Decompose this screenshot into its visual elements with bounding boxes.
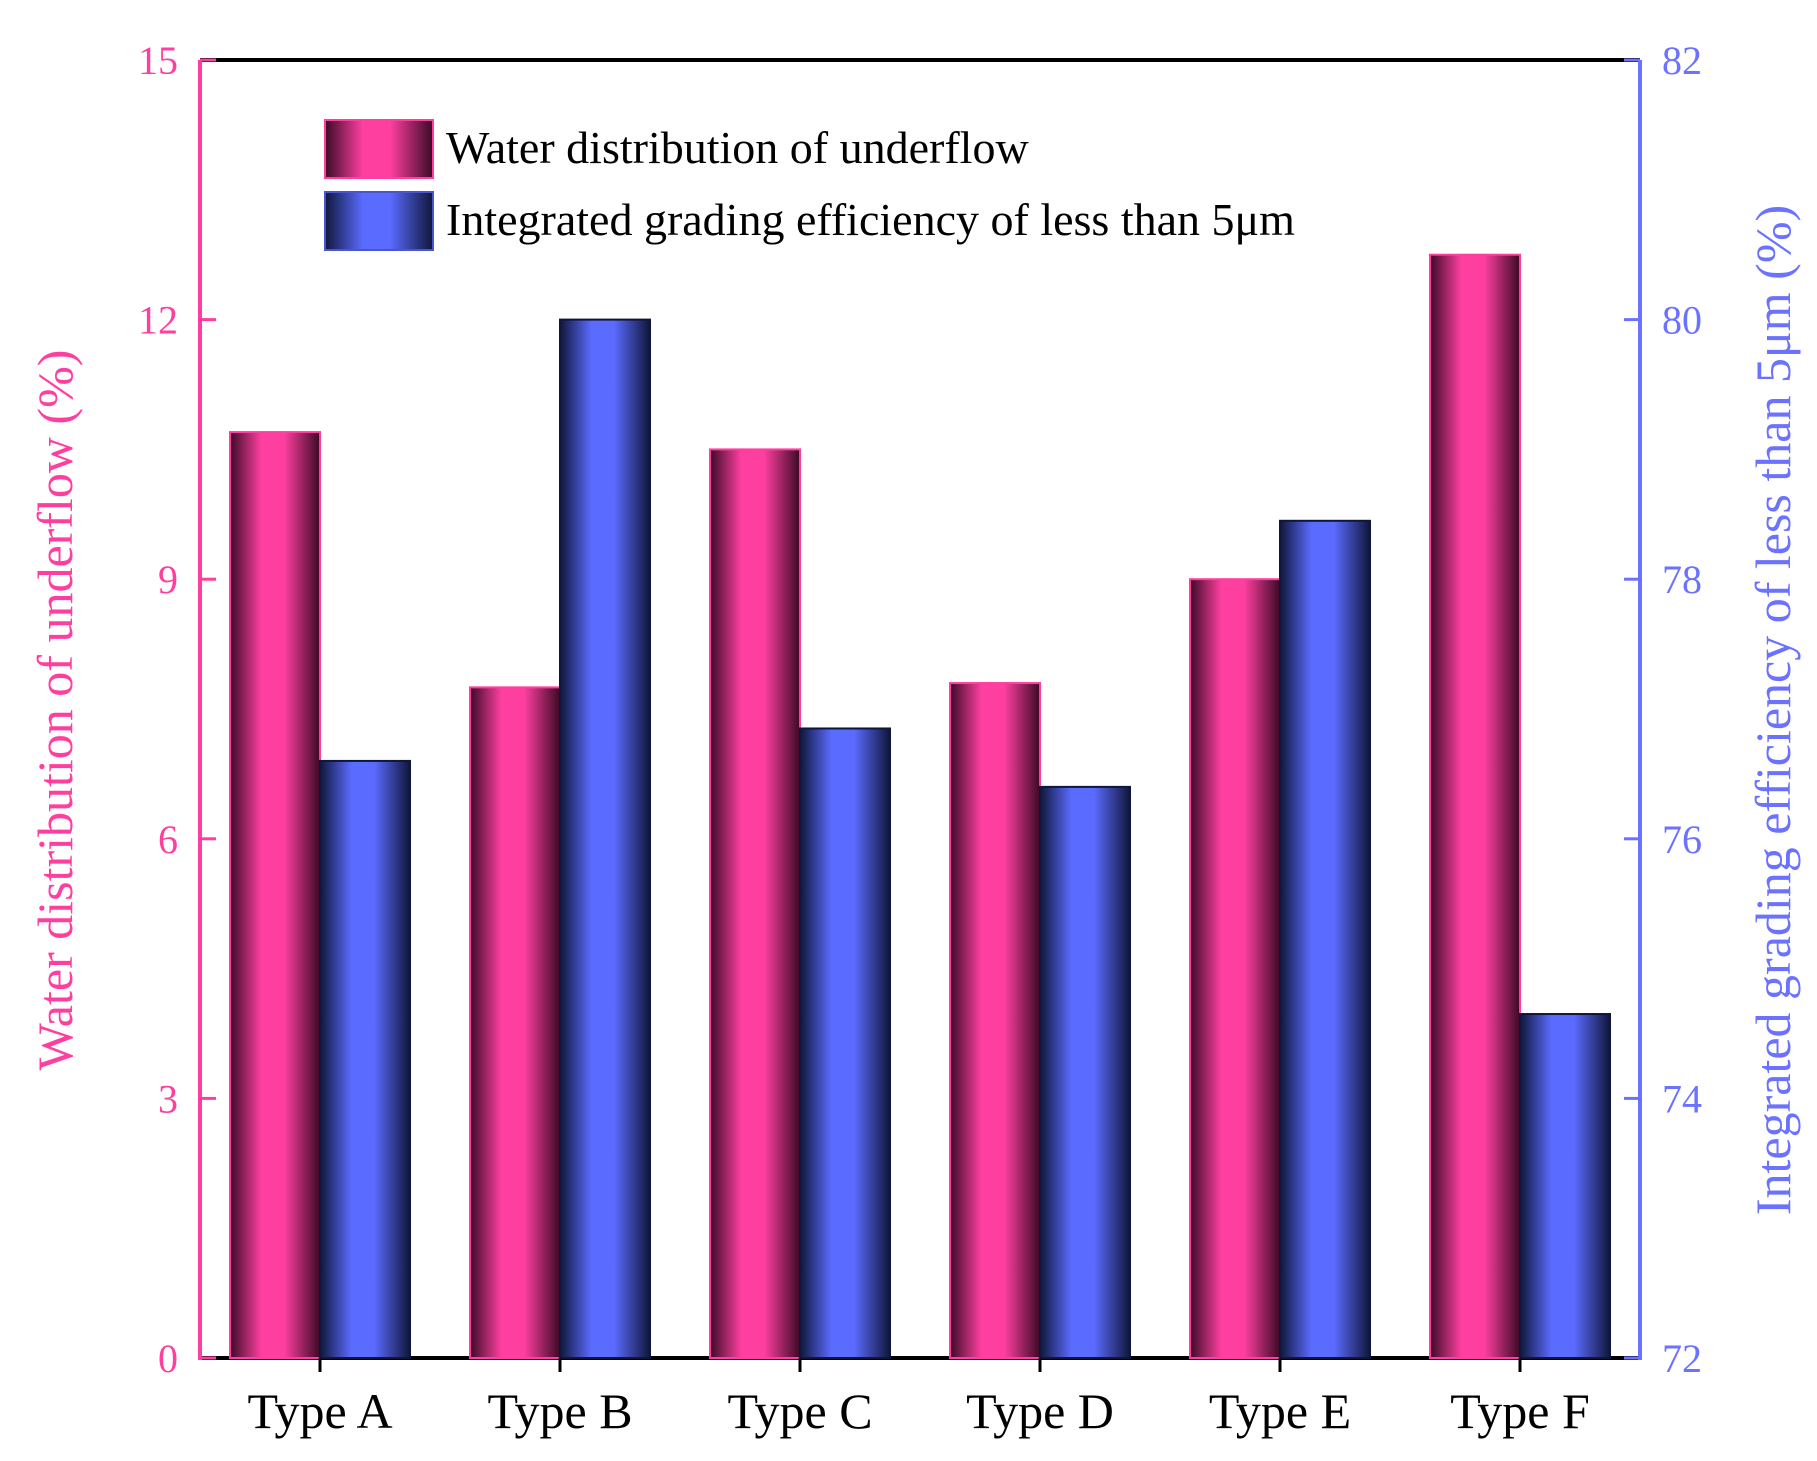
right-tick-label: 72 (1662, 1336, 1702, 1381)
bar-water-type-e (1189, 578, 1281, 1359)
right-axis-title: Integrated grading efficiency of less th… (1745, 205, 1801, 1215)
left-tick-label: 12 (138, 298, 178, 343)
left-axis-ticks: 0 3 6 9 12 15 (138, 38, 216, 1381)
x-axis-ticks: Type A Type B Type C Type D Type E Type F (247, 1358, 1590, 1439)
legend-label-efficiency: Integrated grading efficiency of less th… (446, 194, 1295, 245)
legend-swatch-efficiency (324, 191, 434, 251)
bar-water-type-d (949, 682, 1041, 1359)
bar-water-type-f (1429, 253, 1521, 1360)
left-tick-label: 3 (158, 1076, 178, 1121)
bar-efficiency-type-c (799, 727, 891, 1359)
right-tick-label: 76 (1662, 817, 1702, 862)
x-tick-label: Type C (727, 1383, 872, 1439)
right-tick-label: 80 (1662, 298, 1702, 343)
x-tick-label: Type F (1450, 1383, 1590, 1439)
x-tick-label: Type E (1209, 1383, 1351, 1439)
left-tick-label: 15 (138, 38, 178, 83)
bar-water-type-a (229, 431, 321, 1359)
left-tick-label: 6 (158, 817, 178, 862)
x-tick-label: Type D (966, 1383, 1114, 1439)
bar-water-type-b (469, 686, 561, 1359)
bar-efficiency-type-f (1519, 1013, 1611, 1360)
bar-efficiency-type-e (1279, 519, 1371, 1359)
legend: Water distribution of underflow Integrat… (324, 119, 1295, 251)
legend-swatch-water (324, 119, 434, 179)
bar-efficiency-type-b (559, 318, 651, 1360)
bar-efficiency-type-a (319, 759, 411, 1359)
x-tick-label: Type B (487, 1383, 632, 1439)
bars (229, 253, 1611, 1360)
right-tick-label: 82 (1662, 38, 1702, 83)
left-axis-title: Water distribution of underflow (%) (27, 350, 83, 1071)
left-tick-label: 0 (158, 1336, 178, 1381)
bar-water-type-c (709, 448, 801, 1359)
legend-label-water: Water distribution of underflow (446, 122, 1029, 173)
right-tick-label: 74 (1662, 1076, 1702, 1121)
right-tick-label: 78 (1662, 557, 1702, 602)
left-tick-label: 9 (158, 557, 178, 602)
right-axis-ticks: 72 74 76 78 80 82 (1624, 38, 1702, 1381)
bar-efficiency-type-d (1039, 785, 1131, 1359)
x-tick-label: Type A (247, 1383, 392, 1439)
